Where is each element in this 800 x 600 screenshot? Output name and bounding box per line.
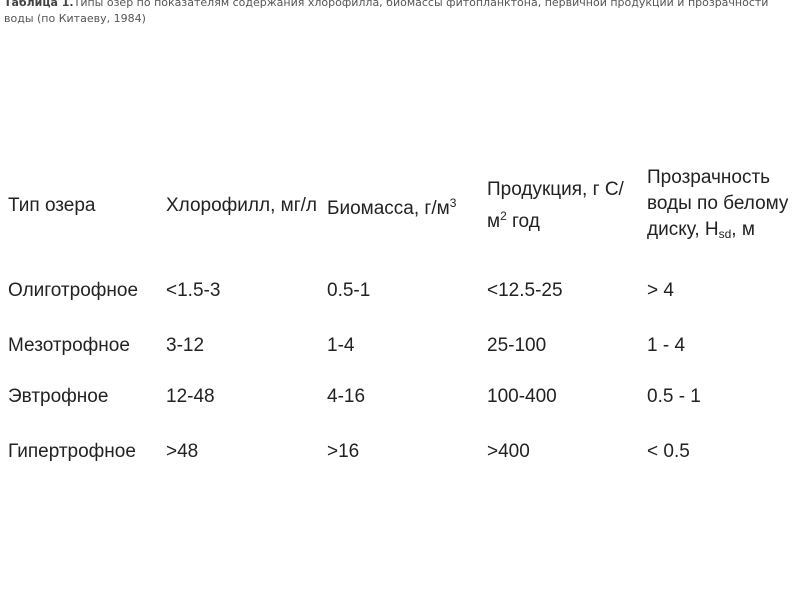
caption-label: Таблица 1. bbox=[4, 0, 74, 9]
cell-chlorophyll: 3-12 bbox=[166, 335, 205, 356]
header-biomass-superscript: 3 bbox=[449, 196, 457, 210]
table-header-row: Тип озера Хлорофилл, мг/л Биомасса, г/м3… bbox=[2, 150, 797, 262]
header-biomass-text: Биомасса, г/м bbox=[327, 198, 450, 219]
cell-biomass: >16 bbox=[327, 441, 360, 462]
header-production-text: Продукция, г С/м bbox=[487, 179, 624, 232]
cell-transparency: 1 - 4 bbox=[647, 335, 686, 356]
header-lake-type-text: Тип озера bbox=[8, 195, 96, 216]
caption-text: Типы озер по показателям содержания хлор… bbox=[4, 0, 769, 25]
cell-biomass: 1-4 bbox=[327, 335, 355, 356]
cell-chlorophyll: >48 bbox=[166, 441, 199, 462]
header-lake-type: Тип озера bbox=[2, 150, 160, 262]
cell-biomass: 4-16 bbox=[327, 386, 366, 407]
cell-transparency: < 0.5 bbox=[647, 441, 690, 462]
cell-production: 25-100 bbox=[487, 335, 547, 356]
cell-lake-type: Гипертрофное bbox=[8, 441, 136, 462]
header-biomass: Биомасса, г/м3 bbox=[321, 150, 481, 262]
header-production-superscript: 2 bbox=[500, 209, 507, 223]
cell-transparency: 0.5 - 1 bbox=[647, 386, 701, 407]
header-chlorophyll: Хлорофилл, мг/л bbox=[160, 150, 321, 262]
cell-lake-type: Мезотрофное bbox=[8, 335, 130, 356]
header-transparency-suffix: , м bbox=[731, 219, 755, 240]
header-transparency: Прозрачность воды по белому диску, Hsd, … bbox=[641, 150, 797, 262]
table-row: Олиготрофное <1.5-3 0.5-1 <12.5-25 > 4 bbox=[2, 262, 797, 320]
cell-transparency: > 4 bbox=[647, 280, 674, 301]
cell-production: <12.5-25 bbox=[487, 280, 563, 301]
cell-lake-type: Эвтрофное bbox=[8, 386, 109, 407]
header-transparency-subscript: sd bbox=[718, 227, 732, 241]
table-caption: Таблица 1.Типы озер по показателям содер… bbox=[4, 0, 794, 27]
cell-chlorophyll: 12-48 bbox=[166, 386, 215, 407]
cell-lake-type: Олиготрофное bbox=[8, 280, 139, 301]
cell-production: >400 bbox=[487, 441, 530, 462]
header-chlorophyll-text: Хлорофилл, мг/л bbox=[166, 195, 318, 216]
header-transparency-text: Прозрачность воды по белому диску, H bbox=[647, 167, 789, 240]
lake-types-table: Тип озера Хлорофилл, мг/л Биомасса, г/м3… bbox=[2, 150, 797, 482]
table-row: Мезотрофное 3-12 1-4 25-100 1 - 4 bbox=[2, 320, 797, 372]
header-production-suffix: год bbox=[506, 211, 540, 232]
table-row: Гипертрофное >48 >16 >400 < 0.5 bbox=[2, 422, 797, 482]
cell-biomass: 0.5-1 bbox=[327, 280, 371, 301]
table-row: Эвтрофное 12-48 4-16 100-400 0.5 - 1 bbox=[2, 372, 797, 422]
header-production: Продукция, г С/м2 год bbox=[481, 150, 641, 262]
cell-production: 100-400 bbox=[487, 386, 557, 407]
cell-chlorophyll: <1.5-3 bbox=[166, 280, 221, 301]
